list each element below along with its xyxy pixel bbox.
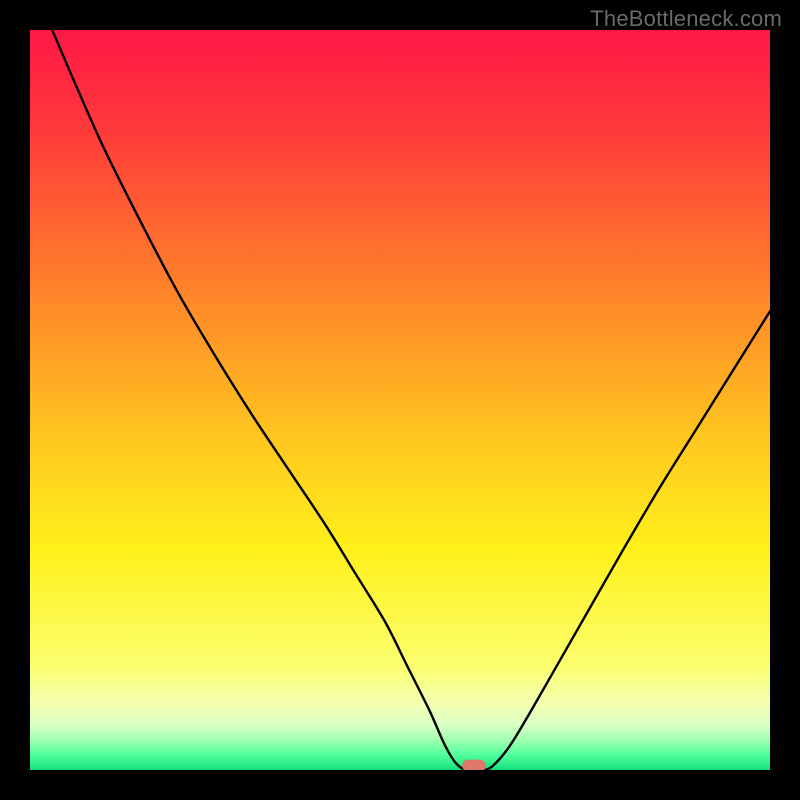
chart-plot-area — [30, 30, 770, 770]
watermark-text: TheBottleneck.com — [590, 6, 782, 32]
chart-svg — [30, 30, 770, 770]
frame-bottom — [0, 770, 800, 800]
frame-left — [0, 0, 30, 800]
optimal-marker — [462, 760, 486, 770]
chart-background — [30, 30, 770, 770]
frame-right — [770, 0, 800, 800]
